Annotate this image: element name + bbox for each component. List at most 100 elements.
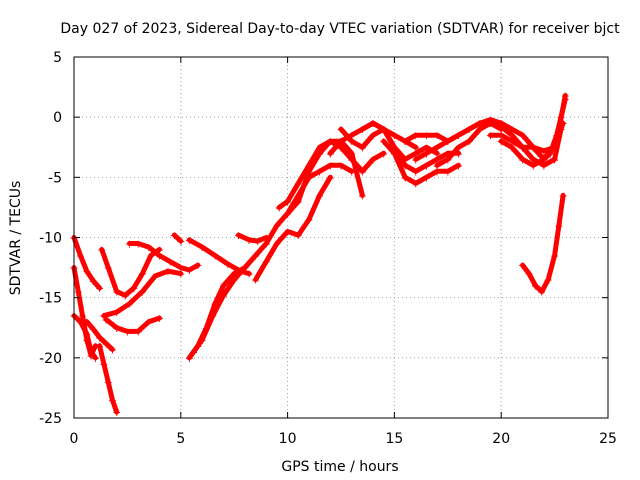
data-point: + <box>121 289 130 302</box>
data-point: + <box>537 286 546 299</box>
data-point: + <box>358 123 367 136</box>
data-point: + <box>95 282 104 295</box>
data-point: + <box>272 219 281 232</box>
data-point: + <box>539 153 548 166</box>
data-point: + <box>253 235 262 248</box>
y-tick-label: -5 <box>48 170 62 186</box>
data-point: + <box>294 195 303 208</box>
data-point: + <box>336 141 345 154</box>
series-line <box>127 241 201 273</box>
series-line <box>253 174 333 283</box>
series-4: +++++ <box>82 316 117 357</box>
data-point: + <box>559 117 568 130</box>
data-point: + <box>125 238 134 251</box>
data-point: + <box>210 250 219 263</box>
data-point: + <box>86 346 95 359</box>
data-point: + <box>304 159 313 172</box>
data-point: + <box>379 147 388 160</box>
data-point: + <box>294 229 303 242</box>
data-point: + <box>497 135 506 148</box>
data-point: + <box>176 262 185 275</box>
data-point: + <box>561 93 570 106</box>
data-point: + <box>91 340 100 353</box>
series-12: ++++++++ <box>189 238 271 359</box>
series-6: + ++++ + + <box>99 265 185 323</box>
data-point: + <box>454 147 463 160</box>
data-point: + <box>283 207 292 220</box>
data-point: + <box>546 147 555 160</box>
data-point: + <box>326 159 335 172</box>
data-point: + <box>112 406 121 419</box>
series-line <box>71 235 103 291</box>
series-20: + + +++ + + + + + <box>358 117 463 178</box>
data-point: + <box>454 129 463 142</box>
data-point: + <box>347 165 356 178</box>
data-point: + <box>475 123 484 136</box>
series-7: ++ + ++ + <box>101 312 164 338</box>
x-axis-label: GPS time / hours <box>281 459 398 475</box>
data-point: + <box>125 298 134 311</box>
data-point: + <box>230 268 239 281</box>
data-point: + <box>95 340 104 353</box>
data-point: + <box>443 135 452 148</box>
data-point: + <box>138 268 147 281</box>
data-point: + <box>315 147 324 160</box>
data-point: + <box>133 325 142 338</box>
data-point: + <box>101 337 110 350</box>
data-point: + <box>185 264 194 277</box>
data-point: + <box>497 121 506 134</box>
series-line <box>97 343 120 415</box>
data-point: + <box>400 153 409 166</box>
data-point: + <box>82 328 91 341</box>
grid <box>74 57 608 418</box>
data-point: + <box>507 129 516 142</box>
series-5: +++ ++++ + <box>97 244 164 303</box>
data-point: + <box>155 312 164 325</box>
data-point: + <box>443 153 452 166</box>
data-point: + <box>336 123 345 136</box>
data-point: + <box>486 129 495 142</box>
data-point: + <box>486 117 495 130</box>
data-point: + <box>454 159 463 172</box>
data-point: + <box>108 343 117 356</box>
data-point: + <box>411 147 420 160</box>
data-point: + <box>379 123 388 136</box>
data-point: + <box>146 250 155 263</box>
data-point: + <box>219 280 228 293</box>
data-point: + <box>210 298 219 311</box>
x-tick-label: 25 <box>599 431 617 447</box>
data-point: + <box>524 268 533 281</box>
data-point: + <box>347 135 356 148</box>
data-point: + <box>315 141 324 154</box>
data-point: + <box>176 235 185 248</box>
data-point: + <box>91 352 100 365</box>
series-line <box>191 241 269 355</box>
data-point: + <box>336 159 345 172</box>
series-line <box>103 315 162 334</box>
data-point: + <box>552 129 561 142</box>
data-point: + <box>240 262 249 275</box>
data-point: + <box>155 250 164 263</box>
data-point: + <box>315 189 324 202</box>
data-point: + <box>283 195 292 208</box>
data-point: + <box>358 189 367 202</box>
data-point: + <box>443 165 452 178</box>
series-line <box>285 138 365 216</box>
data-point: + <box>518 153 527 166</box>
tick-layer: 0 5 10 15 20 25 -25 -20 -15 -10 -5 0 5 <box>39 50 617 447</box>
data-point: + <box>272 238 281 251</box>
data-point: + <box>99 358 108 371</box>
series-line <box>101 268 184 319</box>
data-point: + <box>283 225 292 238</box>
data-point: + <box>251 274 260 287</box>
x-tick-label: 10 <box>279 431 297 447</box>
chart-title: Day 027 of 2023, Sidereal Day-to-day VTE… <box>60 21 620 37</box>
data-point: + <box>390 129 399 142</box>
data-point: + <box>170 229 179 242</box>
data-point: + <box>144 316 153 329</box>
data-point: + <box>185 234 194 247</box>
data-point: + <box>245 268 254 281</box>
data-point: + <box>454 141 463 154</box>
data-point: + <box>475 117 484 130</box>
